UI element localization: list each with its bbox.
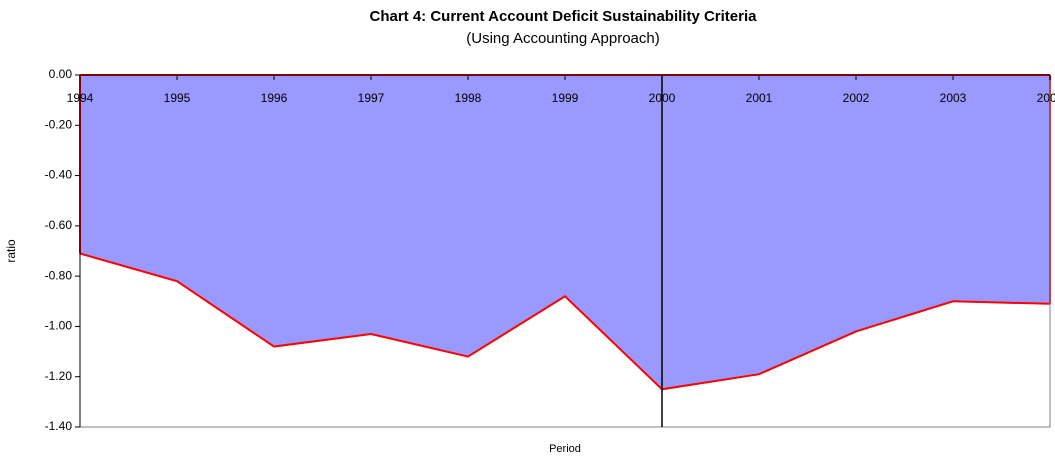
- y-tick-label: -0.80: [45, 268, 73, 282]
- x-tick-label: 1996: [261, 91, 288, 105]
- y-tick-label: -1.00: [45, 319, 73, 333]
- y-tick-label: 0.00: [49, 67, 73, 81]
- x-tick-label: 1994: [67, 91, 94, 105]
- y-axis-title: ratio: [4, 239, 18, 263]
- chart-title: Chart 4: Current Account Deficit Sustain…: [369, 8, 757, 25]
- y-tick-label: -1.20: [45, 369, 73, 383]
- x-tick-label: 2001: [746, 91, 773, 105]
- y-tick-label: -0.20: [45, 117, 73, 131]
- x-tick-label: 2003: [940, 91, 967, 105]
- x-axis-title: Period: [549, 443, 581, 455]
- y-tick-label: -0.40: [45, 168, 73, 182]
- area-line: [79, 252, 1051, 391]
- x-tick-label: 1998: [455, 91, 482, 105]
- x-tick-label: 2004: [1037, 91, 1055, 105]
- y-tick-label: -0.60: [45, 218, 73, 232]
- area-fill: [80, 75, 1050, 390]
- chart-subtitle: (Using Accounting Approach): [466, 30, 659, 47]
- x-tick-label: 1999: [552, 91, 579, 105]
- y-tick-label: -1.40: [45, 419, 73, 433]
- x-tick-label: 2002: [843, 91, 870, 105]
- x-tick-label: 1997: [358, 91, 385, 105]
- x-tick-label: 1995: [164, 91, 191, 105]
